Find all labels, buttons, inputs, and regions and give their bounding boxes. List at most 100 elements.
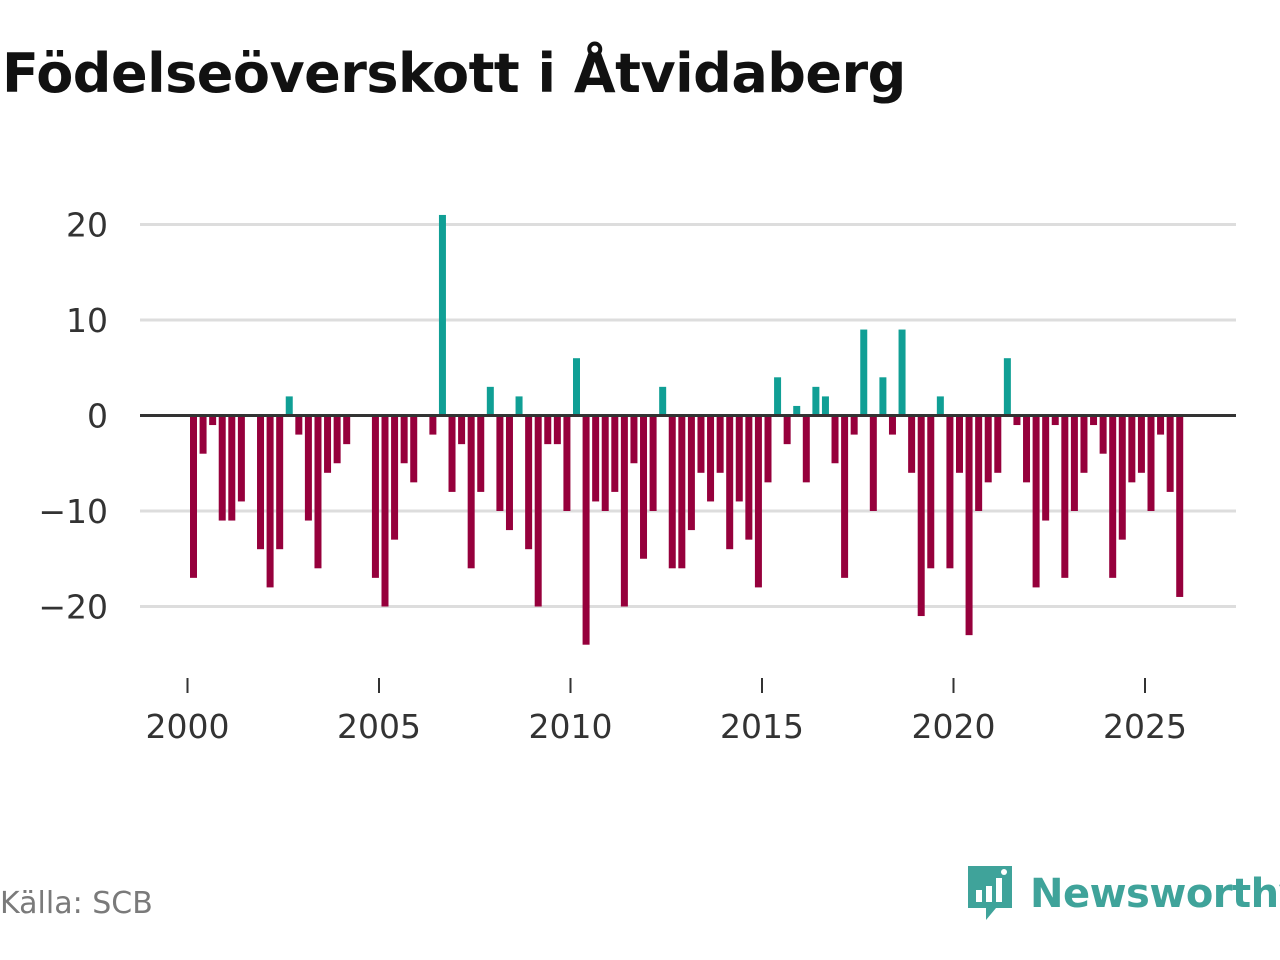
x-tick-label: 2015 (720, 707, 804, 746)
bar (821, 396, 829, 416)
source-note: Källa: SCB (0, 886, 153, 921)
y-tick-label: 20 (66, 206, 108, 245)
bar (190, 415, 197, 578)
x-tick-label: 2005 (337, 707, 421, 746)
bar (592, 415, 600, 502)
bar (678, 415, 686, 569)
bar (1147, 415, 1155, 511)
x-tick-label: 2020 (912, 707, 996, 746)
bar (505, 415, 513, 531)
bar (314, 415, 322, 569)
bar (640, 415, 648, 559)
bar (697, 415, 705, 473)
bar (754, 415, 762, 588)
bar (563, 415, 571, 511)
x-tick-label: 2010 (529, 707, 613, 746)
brand-name: Newsworthy (1030, 871, 1280, 917)
bar (1032, 415, 1040, 588)
bar (1128, 415, 1136, 483)
bar (793, 405, 801, 416)
bar (304, 415, 312, 521)
bar (984, 415, 992, 483)
brand-logo: Newsworthy (964, 862, 1280, 926)
bar (812, 386, 820, 416)
bar (343, 415, 351, 445)
x-tick-label: 2025 (1103, 707, 1187, 746)
bar (371, 415, 379, 578)
bar (400, 415, 408, 464)
bar (965, 415, 973, 636)
bar (687, 415, 695, 531)
bar (534, 415, 542, 607)
bar (927, 415, 935, 569)
bar (1051, 415, 1059, 426)
bar (1070, 415, 1078, 511)
bar (553, 415, 561, 445)
bar (486, 386, 494, 416)
bar (888, 415, 896, 435)
bar (515, 396, 523, 416)
bar (946, 415, 954, 569)
bar (1137, 415, 1145, 473)
bar (735, 415, 743, 502)
bar (295, 415, 303, 435)
bar (1090, 415, 1098, 426)
bar (1118, 415, 1126, 540)
bar (582, 415, 590, 645)
bar (956, 415, 963, 473)
bar (573, 358, 580, 416)
bar (879, 377, 887, 416)
bar (496, 415, 504, 511)
bar (707, 415, 715, 502)
bar (525, 415, 533, 550)
bar (917, 415, 925, 617)
bar (802, 415, 810, 483)
y-tick-label: −10 (38, 492, 108, 531)
bar (774, 377, 782, 416)
bar (381, 415, 389, 607)
bar (218, 415, 226, 521)
bar (745, 415, 753, 540)
x-tick-label: 2000 (146, 707, 230, 746)
bars (190, 214, 1184, 645)
bar (228, 415, 236, 521)
bar (1157, 415, 1165, 435)
bar (1023, 415, 1031, 483)
bar (199, 415, 207, 454)
bar (209, 415, 217, 426)
bar (716, 415, 724, 473)
bar (898, 329, 906, 416)
bar (544, 415, 552, 445)
bar (764, 415, 772, 483)
bar (869, 415, 877, 511)
y-tick-label: 10 (66, 301, 108, 340)
bar (1176, 415, 1184, 597)
bar (841, 415, 849, 578)
bar (438, 214, 446, 416)
bar (266, 415, 274, 588)
bar (1099, 415, 1107, 454)
bar (1042, 415, 1050, 521)
bar (649, 415, 657, 511)
bar (467, 415, 475, 569)
bar (1109, 415, 1117, 578)
bar (783, 415, 791, 445)
bar (324, 415, 332, 473)
bar (659, 386, 667, 416)
bar (601, 415, 609, 511)
bar (285, 396, 293, 416)
bar (831, 415, 839, 464)
bar (1003, 358, 1011, 416)
bar (333, 415, 341, 464)
bar (908, 415, 916, 473)
bar (237, 415, 245, 502)
bar (994, 415, 1002, 473)
bar (477, 415, 485, 492)
bar (410, 415, 418, 483)
bar (726, 415, 734, 550)
bar (448, 415, 456, 492)
bar (1166, 415, 1174, 492)
bar (936, 396, 944, 416)
